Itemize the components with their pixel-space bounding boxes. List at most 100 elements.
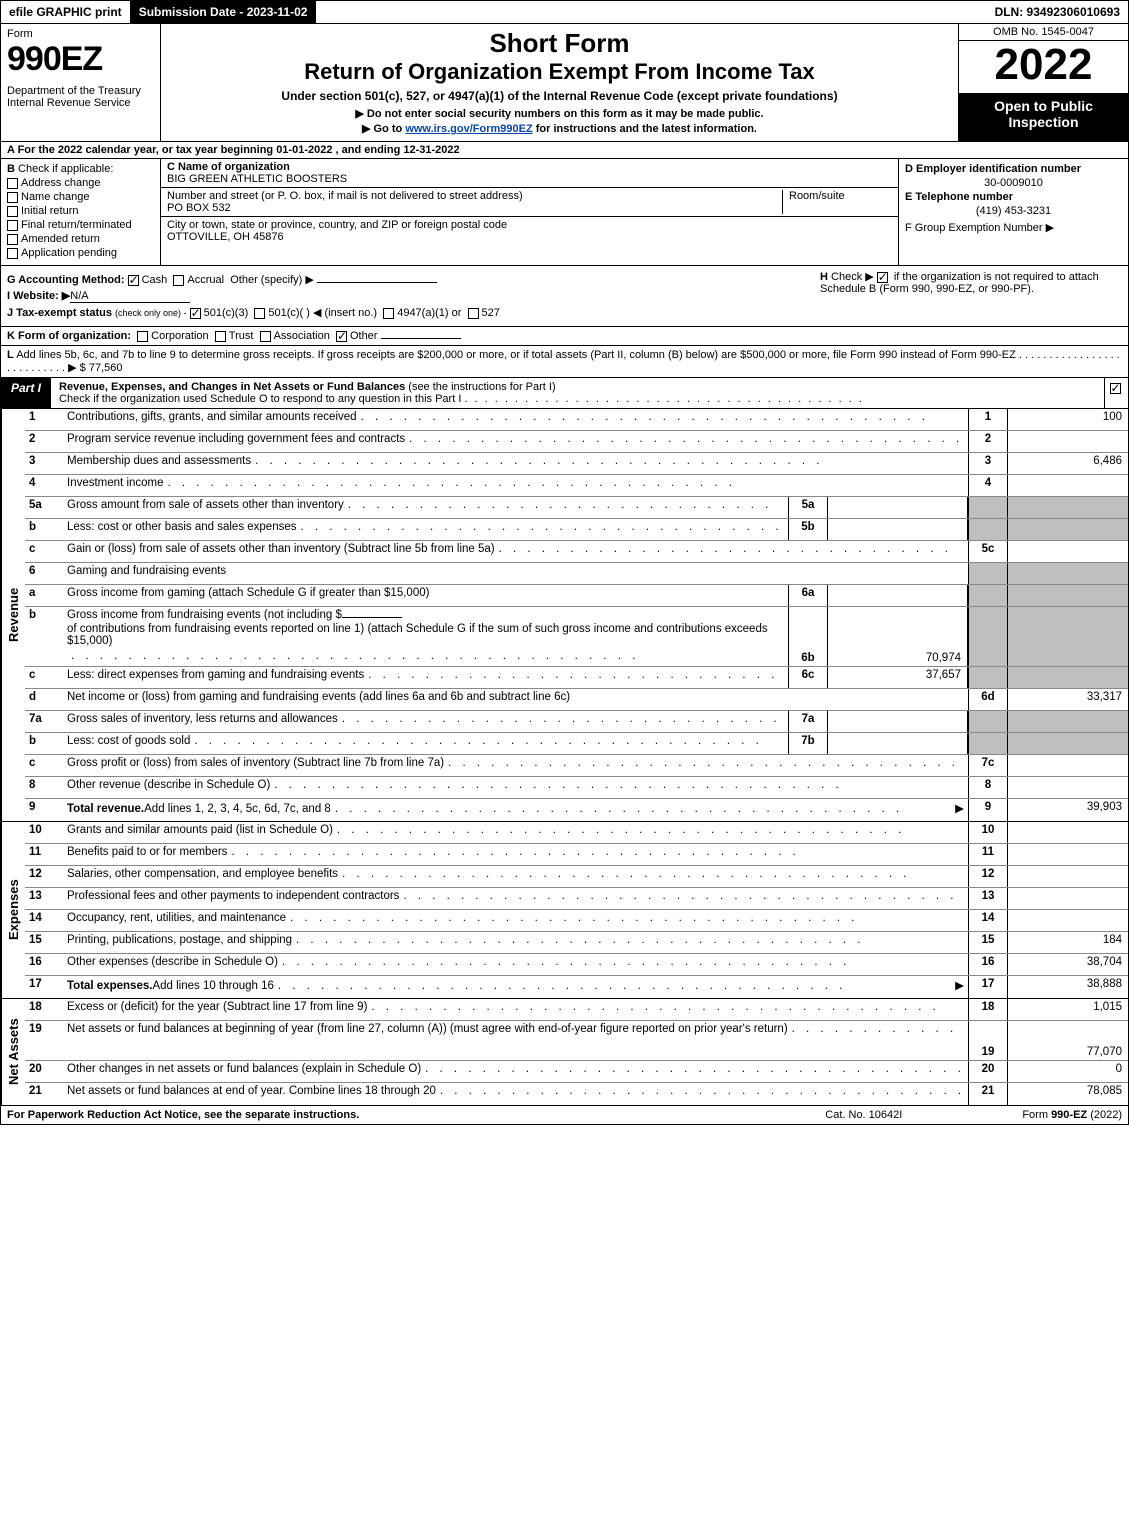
- other-org-field[interactable]: [381, 338, 461, 339]
- shaded-cell: [1008, 607, 1128, 666]
- ghij-left: G Accounting Method: Cash Accrual Other …: [7, 270, 812, 322]
- line-10-amt: [1008, 822, 1128, 843]
- check-other-org[interactable]: [336, 331, 347, 342]
- part1-title: Revenue, Expenses, and Changes in Net As…: [51, 378, 1104, 408]
- g-label: G Accounting Method:: [7, 274, 125, 286]
- line-5c-amt: [1008, 541, 1128, 562]
- line-14-desc: Occupancy, rent, utilities, and maintena…: [67, 912, 286, 924]
- line-6b-desc-pre: Gross income from fundraising events (no…: [67, 609, 342, 621]
- line-21-num: 21: [968, 1083, 1008, 1105]
- accounting-method-row: G Accounting Method: Cash Accrual Other …: [7, 273, 812, 286]
- dept-label: Department of the Treasury Internal Reve…: [7, 85, 154, 109]
- 527-label: 527: [482, 307, 500, 319]
- check-trust[interactable]: [215, 331, 226, 342]
- line-16-num: 16: [968, 954, 1008, 975]
- part1-title-rest: (see the instructions for Part I): [405, 381, 555, 393]
- check-527[interactable]: [468, 308, 479, 319]
- line-14-amt: [1008, 910, 1128, 931]
- net-assets-tab: Net Assets: [1, 999, 25, 1105]
- check-schedule-b-not-required[interactable]: [877, 272, 888, 283]
- l-amount: $ 77,560: [80, 362, 123, 374]
- check-address-change[interactable]: Address change: [7, 177, 154, 189]
- line-10-desc: Grants and similar amounts paid (list in…: [67, 824, 333, 836]
- check-name-change[interactable]: Name change: [7, 191, 154, 203]
- check-accrual[interactable]: [173, 275, 184, 286]
- omb-number: OMB No. 1545-0047: [959, 24, 1128, 41]
- header-note-2: ▶ Go to www.irs.gov/Form990EZ for instru…: [169, 122, 950, 135]
- line-13-num: 13: [968, 888, 1008, 909]
- check-cash[interactable]: [128, 275, 139, 286]
- shaded-cell: [968, 733, 1008, 754]
- org-name-row: C Name of organization BIG GREEN ATHLETI…: [161, 159, 898, 188]
- line-5a-subnum: 5a: [788, 497, 828, 518]
- ein-label: D Employer identification number: [905, 163, 1122, 175]
- check-corporation[interactable]: [137, 331, 148, 342]
- line-19-amt: 77,070: [1008, 1021, 1128, 1060]
- line-6d-desc: Net income or (loss) from gaming and fun…: [67, 691, 570, 703]
- header-right: OMB No. 1545-0047 2022 Open to Public In…: [958, 24, 1128, 141]
- line-13-amt: [1008, 888, 1128, 909]
- other-org-label: Other: [350, 330, 378, 342]
- line-9-num: 9: [968, 799, 1008, 821]
- submission-date-badge: Submission Date - 2023-11-02: [131, 1, 317, 23]
- j-label: J Tax-exempt status: [7, 307, 112, 319]
- line-6-desc: Gaming and fundraising events: [67, 565, 226, 577]
- form-number: 990EZ: [7, 40, 154, 79]
- irs-link[interactable]: www.irs.gov/Form990EZ: [405, 123, 532, 135]
- check-amended-return[interactable]: Amended return: [7, 233, 154, 245]
- line-21-amt: 78,085: [1008, 1083, 1128, 1105]
- line-18: 18Excess or (deficit) for the year (Subt…: [25, 999, 1128, 1021]
- line-7a: 7a Gross sales of inventory, less return…: [25, 711, 1128, 733]
- note2-suffix: for instructions and the latest informat…: [533, 123, 757, 135]
- city-row: City or town, state or province, country…: [161, 217, 898, 245]
- line-4-desc: Investment income: [67, 477, 164, 489]
- line-6d-num: 6d: [968, 689, 1008, 710]
- k-label: K Form of organization:: [7, 330, 131, 342]
- shaded-cell: [1008, 563, 1128, 584]
- shaded-cell: [1008, 711, 1128, 732]
- check-final-return[interactable]: Final return/terminated: [7, 219, 154, 231]
- b-check-label: Check if applicable:: [18, 163, 113, 175]
- check-association[interactable]: [260, 331, 271, 342]
- check-501c[interactable]: [254, 308, 265, 319]
- line-20-num: 20: [968, 1061, 1008, 1082]
- line-4-amt: [1008, 475, 1128, 496]
- check-4947[interactable]: [383, 308, 394, 319]
- page-footer: For Paperwork Reduction Act Notice, see …: [0, 1106, 1129, 1125]
- line-17: 17Total expenses. Add lines 10 through 1…: [25, 976, 1128, 998]
- cash-label: Cash: [142, 274, 168, 286]
- line-14: 14Occupancy, rent, utilities, and mainte…: [25, 910, 1128, 932]
- part1-schedule-o-check[interactable]: [1104, 378, 1128, 408]
- line-5b: b Less: cost or other basis and sales ex…: [25, 519, 1128, 541]
- line-7b-subamt: [828, 733, 968, 754]
- line-6b-blank[interactable]: [342, 617, 402, 618]
- line-5a-desc: Gross amount from sale of assets other t…: [67, 499, 344, 511]
- form-word: Form: [7, 28, 154, 40]
- revenue-rows: 1 Contributions, gifts, grants, and simi…: [25, 409, 1128, 821]
- org-name-label: C Name of organization: [167, 161, 892, 173]
- line-5b-subnum: 5b: [788, 519, 828, 540]
- l-arrow: ▶: [68, 362, 76, 374]
- line-18-amt: 1,015: [1008, 999, 1128, 1020]
- line-3: 3 Membership dues and assessments. . . .…: [25, 453, 1128, 475]
- line-11-num: 11: [968, 844, 1008, 865]
- line-6c-subnum: 6c: [788, 667, 828, 688]
- line-6d-amt: 33,317: [1008, 689, 1128, 710]
- other-specify-field[interactable]: [317, 282, 437, 283]
- check-application-pending[interactable]: Application pending: [7, 247, 154, 259]
- line-6b-desc-mid: of contributions from fundraising events…: [67, 623, 784, 647]
- 4947-label: 4947(a)(1) or: [397, 307, 461, 319]
- check-initial-return[interactable]: Initial return: [7, 205, 154, 217]
- line-13: 13Professional fees and other payments t…: [25, 888, 1128, 910]
- check-501c3[interactable]: [190, 308, 201, 319]
- line-8-num: 8: [968, 777, 1008, 798]
- line-5c-num: 5c: [968, 541, 1008, 562]
- arrow-icon: ▶: [955, 978, 964, 992]
- line-6b-subnum: 6b: [788, 607, 828, 666]
- corp-label: Corporation: [151, 330, 208, 342]
- line-7c: c Gross profit or (loss) from sales of i…: [25, 755, 1128, 777]
- line-12-num: 12: [968, 866, 1008, 887]
- shaded-cell: [1008, 519, 1128, 540]
- top-bar: efile GRAPHIC print Submission Date - 20…: [0, 0, 1129, 24]
- line-1-amt: 100: [1008, 409, 1128, 430]
